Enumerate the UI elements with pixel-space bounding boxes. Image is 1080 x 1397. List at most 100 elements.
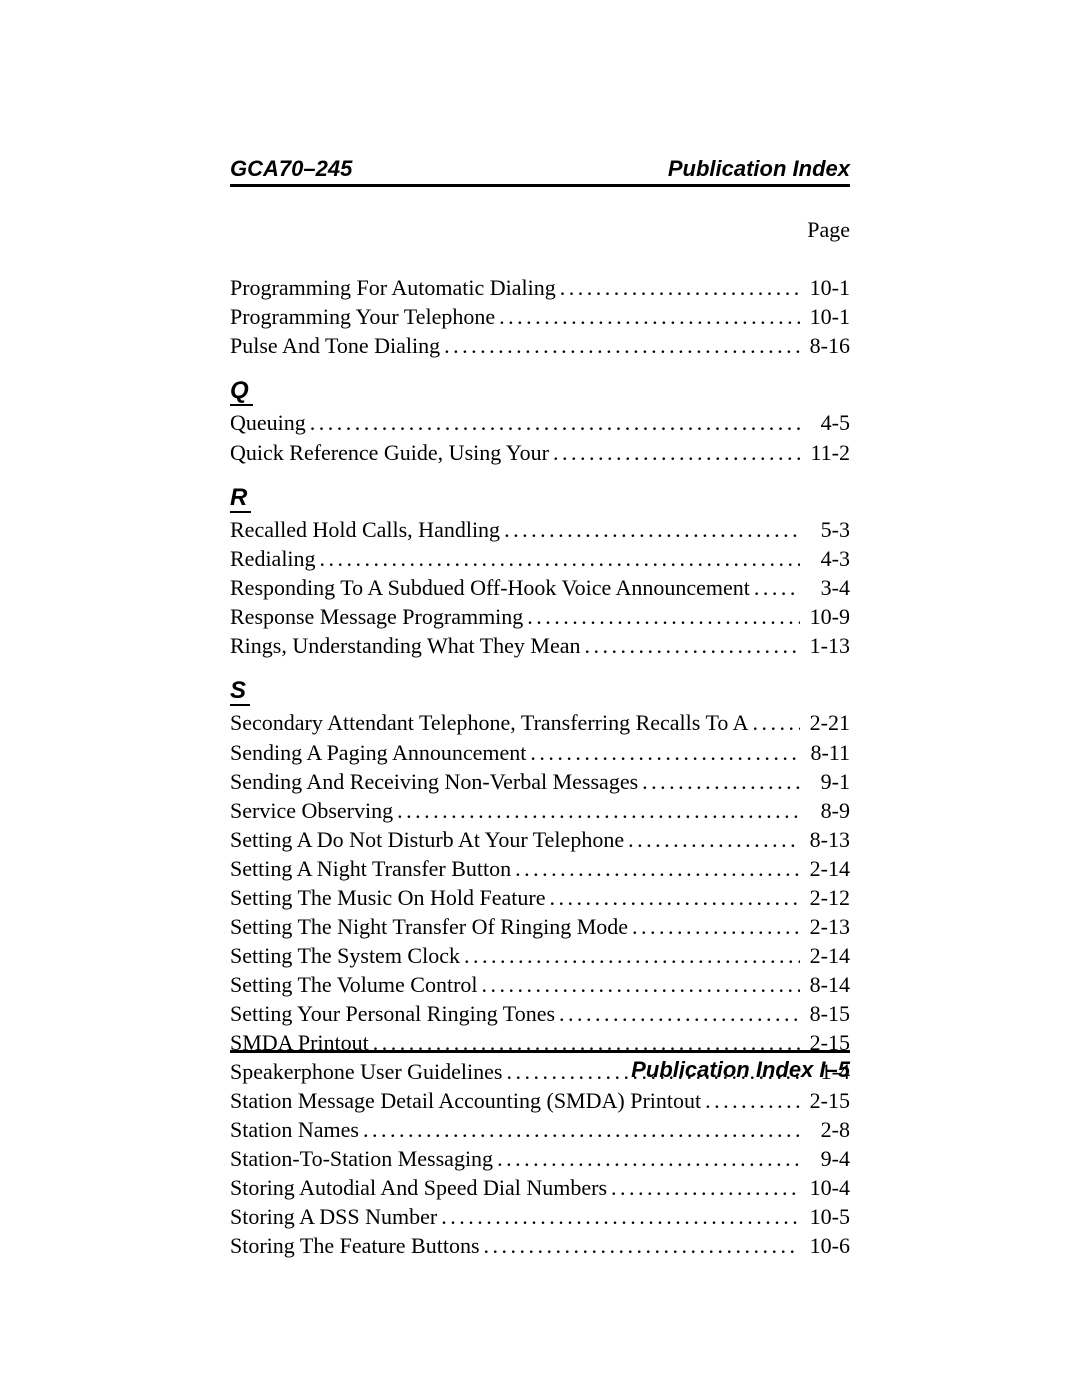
index-entry-label: Station Names xyxy=(230,1115,359,1144)
index-entry-label: Sending And Receiving Non-Verbal Message… xyxy=(230,767,638,796)
leader-dots xyxy=(500,515,800,544)
index-entry-page: 5-3 xyxy=(800,515,850,544)
leader-dots xyxy=(460,941,800,970)
index-entry-page: 10-1 xyxy=(800,273,850,302)
index-entry-page: 8-13 xyxy=(800,825,850,854)
index-entry: Recalled Hold Calls, Handling 5-3 xyxy=(230,515,850,544)
index-entry-label: Service Observing xyxy=(230,796,393,825)
section-letter: R xyxy=(230,485,251,513)
index-entry: Sending A Paging Announcement8-11 xyxy=(230,738,850,767)
index-entry: Redialing 4-3 xyxy=(230,544,850,573)
index-entry-label: Rings, Understanding What They Mean xyxy=(230,631,581,660)
leader-dots xyxy=(581,631,800,660)
footer-bar: Publication Index I–5 xyxy=(230,1050,850,1083)
index-entry: Station Message Detail Accounting (SMDA)… xyxy=(230,1086,850,1115)
leader-dots xyxy=(556,273,800,302)
index-entry: Responding To A Subdued Off-Hook Voice A… xyxy=(230,573,850,602)
leader-dots xyxy=(750,573,800,602)
index-entry-label: Recalled Hold Calls, Handling xyxy=(230,515,500,544)
index-entry-page: 2-13 xyxy=(800,912,850,941)
index-entry-page: 2-12 xyxy=(800,883,850,912)
index-entry-label: Station Message Detail Accounting (SMDA)… xyxy=(230,1086,701,1115)
leader-dots xyxy=(546,883,801,912)
section-entries: Queuing 4-5 Quick Reference Guide, Using Y… xyxy=(230,408,850,466)
section-entries: Secondary Attendant Telephone, Transferr… xyxy=(230,708,850,1260)
index-entry-label: Secondary Attendant Telephone, Transferr… xyxy=(230,708,749,737)
leader-dots xyxy=(393,796,800,825)
leader-dots xyxy=(316,544,800,573)
index-entry-page: 8-16 xyxy=(800,331,850,360)
header-section-title: Publication Index xyxy=(668,156,850,182)
index-entry-label: Storing Autodial And Speed Dial Numbers xyxy=(230,1173,607,1202)
section-entries: Programming For Automatic Dialing10-1Pro… xyxy=(230,273,850,360)
index-entry: Service Observing 8-9 xyxy=(230,796,850,825)
index-entry: Storing Autodial And Speed Dial Numbers 1… xyxy=(230,1173,850,1202)
index-entry-page: 2-15 xyxy=(800,1086,850,1115)
index-entry-label: Storing The Feature Buttons xyxy=(230,1231,480,1260)
index-entry-label: Quick Reference Guide, Using Your xyxy=(230,438,549,467)
index-entry-page: 4-3 xyxy=(800,544,850,573)
header-bar: GCA70–245 Publication Index xyxy=(230,156,850,187)
index-entry-label: Station-To-Station Messaging xyxy=(230,1144,493,1173)
index-entry-page: 4-5 xyxy=(800,408,850,437)
index-entry: Setting The Music On Hold Feature 2-12 xyxy=(230,883,850,912)
index-entry: Programming For Automatic Dialing10-1 xyxy=(230,273,850,302)
index-entry-page: 10-1 xyxy=(800,302,850,331)
index-entry-page: 9-1 xyxy=(800,767,850,796)
index-entry-label: Queuing xyxy=(230,408,306,437)
leader-dots xyxy=(701,1086,800,1115)
index-entry: Setting A Night Transfer Button 2-14 xyxy=(230,854,850,883)
index-entry-label: Setting A Night Transfer Button xyxy=(230,854,511,883)
index-entry: Setting The Night Transfer Of Ringing Mo… xyxy=(230,912,850,941)
index-entry: Queuing 4-5 xyxy=(230,408,850,437)
index-entry: Storing A DSS Number 10-5 xyxy=(230,1202,850,1231)
leader-dots xyxy=(480,1231,800,1260)
page-column-label: Page xyxy=(230,217,850,243)
index-entry: Pulse And Tone Dialing 8-16 xyxy=(230,331,850,360)
index-entry: Station Names2-8 xyxy=(230,1115,850,1144)
leader-dots xyxy=(495,302,800,331)
index-entry-label: Setting Your Personal Ringing Tones xyxy=(230,999,555,1028)
index-entry-page: 10-5 xyxy=(800,1202,850,1231)
index-entry: Storing The Feature Buttons 10-6 xyxy=(230,1231,850,1260)
index-entry: Programming Your Telephone10-1 xyxy=(230,302,850,331)
index-entry-label: Response Message Programming xyxy=(230,602,523,631)
index-entry: Setting A Do Not Disturb At Your Telepho… xyxy=(230,825,850,854)
footer-text: Publication Index I–5 xyxy=(631,1057,850,1082)
index-entry-page: 10-4 xyxy=(800,1173,850,1202)
index-entry-page: 2-14 xyxy=(800,941,850,970)
index-entry-page: 1-13 xyxy=(800,631,850,660)
leader-dots xyxy=(628,912,800,941)
index-entry-label: Setting The Volume Control xyxy=(230,970,478,999)
leader-dots xyxy=(607,1173,800,1202)
index-entry-page: 8-14 xyxy=(800,970,850,999)
leader-dots xyxy=(523,602,800,631)
index-entry: Response Message Programming 10-9 xyxy=(230,602,850,631)
index-entry-page: 2-14 xyxy=(800,854,850,883)
index-entry-page: 10-6 xyxy=(800,1231,850,1260)
index-entry-label: Setting The Music On Hold Feature xyxy=(230,883,546,912)
leader-dots xyxy=(526,738,800,767)
section-entries: Recalled Hold Calls, Handling5-3Redialin… xyxy=(230,515,850,660)
index-entry-label: Pulse And Tone Dialing xyxy=(230,331,440,360)
leader-dots xyxy=(478,970,800,999)
leader-dots xyxy=(440,331,800,360)
leader-dots xyxy=(555,999,800,1028)
index-entry: Rings, Understanding What They Mean 1-13 xyxy=(230,631,850,660)
index-entry: Sending And Receiving Non-Verbal Message… xyxy=(230,767,850,796)
index-entry-page: 10-9 xyxy=(800,602,850,631)
index-entry-label: Responding To A Subdued Off-Hook Voice A… xyxy=(230,573,750,602)
index-entry-label: Redialing xyxy=(230,544,316,573)
leader-dots xyxy=(306,408,800,437)
leader-dots xyxy=(638,767,800,796)
index-entry-page: 2-21 xyxy=(800,708,850,737)
leader-dots xyxy=(359,1115,800,1144)
index-entry-page: 11-2 xyxy=(800,438,850,467)
index-entry-label: Setting The Night Transfer Of Ringing Mo… xyxy=(230,912,628,941)
index-entry-label: Storing A DSS Number xyxy=(230,1202,437,1231)
leader-dots xyxy=(749,708,800,737)
index-entry-page: 3-4 xyxy=(800,573,850,602)
section-letter: Q xyxy=(230,378,253,406)
index-entry: Secondary Attendant Telephone, Transferr… xyxy=(230,708,850,737)
index-entry-page: 8-9 xyxy=(800,796,850,825)
